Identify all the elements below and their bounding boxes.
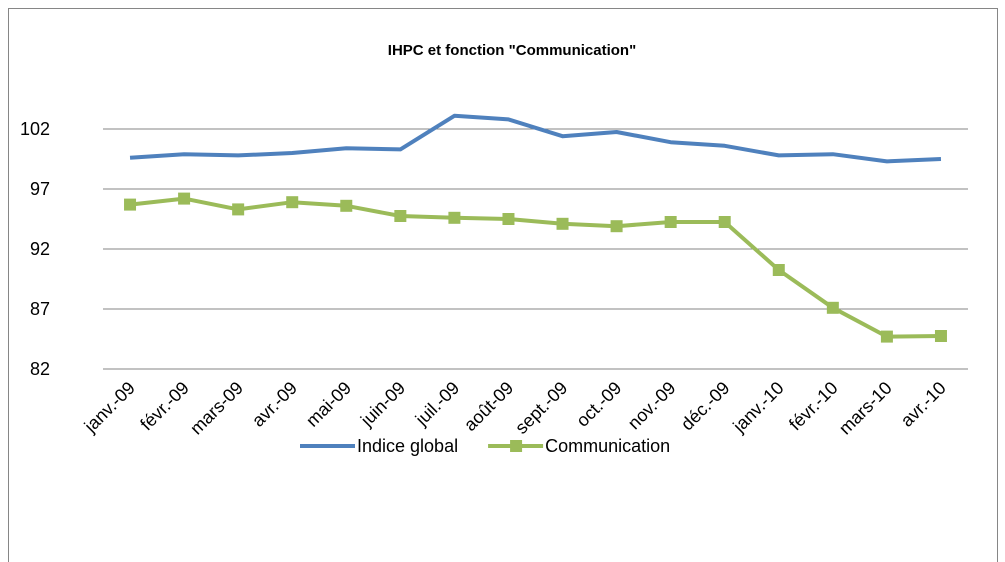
marker — [448, 211, 461, 224]
legend-label: Communication — [545, 436, 670, 456]
marker — [394, 210, 407, 222]
legend-marker — [510, 440, 523, 452]
marker — [124, 198, 137, 211]
marker — [826, 301, 839, 314]
y-tick-label: 102 — [20, 119, 50, 139]
marker — [772, 264, 785, 276]
marker — [502, 213, 515, 225]
y-tick-label: 97 — [30, 179, 50, 199]
series-line — [129, 196, 941, 339]
y-tick-label: 92 — [30, 239, 50, 259]
chart-border — [8, 8, 998, 562]
marker — [610, 220, 623, 233]
marker — [556, 217, 569, 230]
marker — [340, 199, 353, 212]
marker — [178, 192, 191, 205]
series-line — [129, 113, 942, 164]
marker — [880, 330, 893, 343]
y-tick-label: 87 — [30, 299, 50, 319]
chart-title: IHPC et fonction "Communication" — [388, 42, 636, 59]
marker — [718, 216, 731, 228]
marker — [664, 216, 677, 228]
y-tick-label: 82 — [30, 359, 50, 379]
marker — [934, 330, 947, 342]
marker — [232, 203, 245, 216]
legend-label: Indice global — [357, 436, 458, 456]
marker — [286, 196, 299, 209]
